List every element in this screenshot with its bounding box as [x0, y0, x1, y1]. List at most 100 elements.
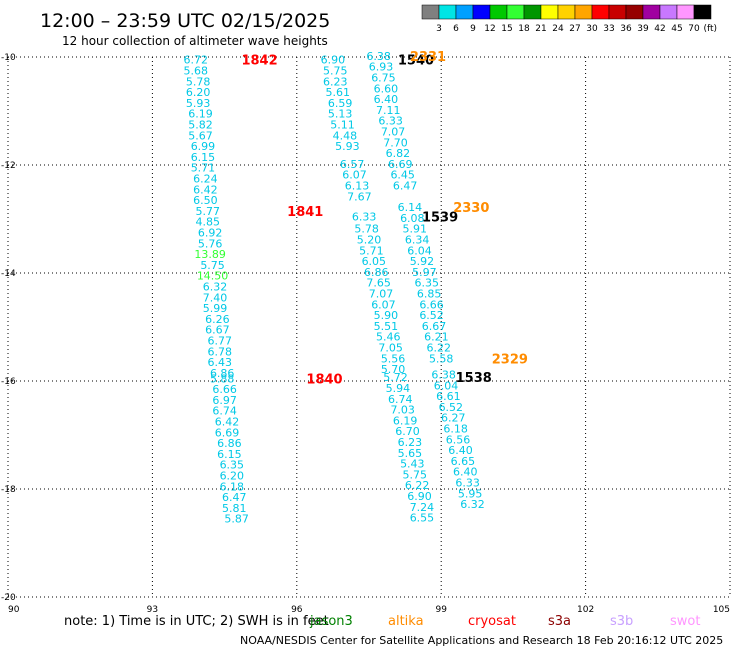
wave-height-point: 6.38	[431, 369, 456, 382]
x-tick-label: 102	[577, 605, 594, 615]
wave-height-point: 6.82	[386, 147, 411, 160]
wave-height-point: 5.71	[191, 162, 216, 175]
wave-height-point: 6.07	[371, 298, 396, 311]
wave-height-point: 7.03	[390, 404, 415, 417]
pass-time-label: 1539	[422, 210, 458, 225]
wave-height-point: 7.11	[376, 104, 401, 117]
x-tick-label: 99	[435, 605, 447, 615]
pass-time-label: 1538	[456, 371, 492, 386]
satellite-legend-entry: swot	[670, 614, 700, 629]
axis-ticks: 90 93 96 99 102 105 -10 -12 -14 -16 -18 -20	[1, 53, 730, 615]
wave-height-point: 5.77	[196, 205, 221, 218]
wave-height-point: 6.32	[203, 281, 228, 294]
wave-height-point: 6.69	[215, 426, 240, 439]
wave-height-point: 6.55	[410, 512, 435, 525]
wave-height-point: 5.71	[359, 244, 384, 257]
wave-height-point: 5.70	[381, 363, 406, 376]
wave-height-point: 5.20	[357, 234, 382, 247]
x-tick-label: 93	[147, 605, 158, 615]
satellite-legend-entry: cryosat	[468, 614, 516, 629]
pass-time-label: 1840	[306, 372, 342, 387]
wave-height-point: 5.46	[376, 331, 401, 344]
wave-height-point: 6.67	[422, 320, 447, 333]
wave-height-point: 5.76	[198, 237, 223, 250]
wave-height-point: 6.52	[419, 309, 444, 322]
wave-height-point: 6.45	[390, 169, 415, 182]
wave-height-point: 6.90	[321, 54, 346, 67]
y-tick-label: -18	[1, 485, 16, 495]
color-swatch	[625, 4, 644, 20]
x-tick-label: 90	[8, 605, 20, 615]
wave-height-point: 6.69	[388, 158, 413, 171]
wave-height-point: 5.61	[325, 86, 350, 99]
wave-height-point: 6.19	[188, 108, 213, 121]
wave-height-point: 5.58	[429, 352, 454, 365]
footer-note: note: 1) Time is in UTC; 2) SWH is in fe…	[64, 614, 329, 629]
wave-height-point: 5.78	[354, 223, 379, 236]
wave-height-point: 6.22	[405, 479, 430, 492]
color-swatch	[455, 4, 474, 20]
wave-height-point: 6.85	[417, 288, 442, 301]
wave-height-point: 6.47	[393, 180, 418, 193]
wave-height-point: 5.95	[458, 487, 483, 500]
wave-height-point: 6.86	[210, 367, 235, 380]
wave-height-point: 5.75	[323, 65, 348, 78]
wave-height-point: 5.56	[381, 352, 406, 365]
color-swatch	[421, 4, 440, 20]
wave-height-point: 6.74	[388, 393, 413, 406]
wave-height-point: 5.99	[203, 302, 228, 315]
pass-time-label: 2331	[410, 50, 446, 65]
wave-height-point: 6.86	[217, 437, 242, 450]
satellite-legend-entry: s3a	[548, 614, 571, 629]
color-swatch	[693, 4, 712, 20]
wave-height-point: 6.67	[205, 324, 230, 337]
color-scale-label: 70	[688, 24, 700, 34]
wave-height-point: 6.43	[208, 356, 233, 369]
color-swatch	[523, 4, 542, 20]
wave-height-point: 6.78	[208, 345, 233, 358]
wave-height-point: 6.42	[215, 416, 240, 429]
pass-time-labels: 1842 1841 1840 1540 1539 1538 2331 2330 2329	[241, 50, 527, 387]
wave-height-point: 6.33	[378, 115, 403, 128]
wave-height-point: 6.99	[191, 140, 216, 153]
wave-height-point: 6.92	[198, 227, 223, 240]
wave-height-point: 6.35	[220, 459, 245, 472]
wave-height-point: 6.74	[212, 405, 237, 418]
footer-credit: NOAA/NESDIS Center for Satellite Applica…	[240, 634, 723, 647]
pass-time-label: 1540	[398, 54, 434, 69]
color-scale-label: 42	[654, 24, 665, 34]
wave-height-point: 5.75	[200, 259, 225, 272]
wave-height-point: 7.70	[383, 136, 408, 149]
color-scale-label: 3	[436, 24, 442, 34]
satellite-legend-entry: altika	[388, 614, 424, 629]
wave-height-point: 6.35	[415, 277, 440, 290]
wave-height-point: 5.91	[402, 223, 427, 236]
color-swatch	[676, 4, 695, 20]
color-swatch	[659, 4, 678, 20]
wave-height-point: 14.50	[197, 270, 229, 283]
wave-height-point: 6.23	[398, 436, 423, 449]
y-tick-label: -10	[1, 53, 16, 63]
satellite-legend-entry: jason3	[309, 614, 353, 629]
color-swatch	[642, 4, 661, 20]
x-tick-label: 96	[291, 605, 303, 615]
wave-height-point: 6.07	[342, 169, 367, 182]
wave-height-point: 6.04	[434, 379, 459, 392]
wave-height-point: 6.08	[400, 212, 425, 225]
wave-height-point: 5.68	[183, 65, 208, 78]
plot-grid	[7, 56, 731, 598]
wave-height-point: 6.32	[460, 498, 485, 511]
wave-height-point: 4.85	[196, 216, 221, 229]
wave-height-point: 7.65	[366, 277, 391, 290]
color-scale-label: 30	[586, 24, 598, 34]
color-swatch	[540, 4, 559, 20]
color-swatch	[472, 4, 491, 20]
wave-height-point: 6.52	[439, 401, 464, 414]
color-swatch	[557, 4, 576, 20]
wave-height-point: 6.18	[220, 480, 245, 493]
wave-height-point: 6.60	[374, 82, 399, 95]
pass-time-label: 2330	[453, 201, 489, 216]
wave-height-point: 6.24	[193, 173, 218, 186]
wave-height-point: 6.27	[441, 412, 466, 425]
